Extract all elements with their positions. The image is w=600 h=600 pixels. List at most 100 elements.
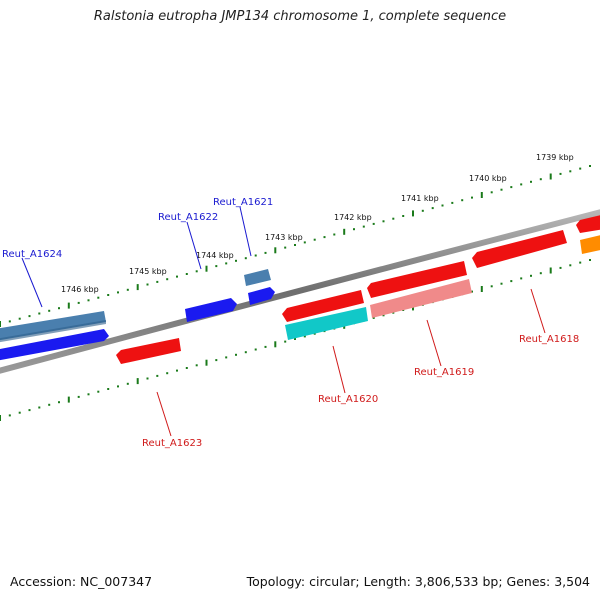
gene-reut-a1619[interactable] — [370, 279, 472, 318]
scale-major-tick — [67, 396, 70, 403]
scale-label: 1740 kbp — [469, 174, 507, 183]
scale-minor-tick — [244, 257, 247, 260]
scale-minor-tick — [451, 201, 454, 204]
scale-minor-tick — [569, 170, 572, 173]
leader-reut-a1623 — [156, 391, 172, 437]
scale-minor-tick — [176, 369, 178, 372]
scale-minor-tick — [195, 364, 198, 367]
scale-minor-tick — [579, 261, 582, 264]
scale-minor-tick — [58, 307, 60, 310]
leader-reut-a1618 — [530, 288, 546, 334]
gene-label-reut-a1621: Reut_A1621 — [213, 197, 273, 208]
scale-minor-tick — [58, 401, 60, 404]
scale-minor-tick — [294, 338, 296, 340]
scale-minor-tick — [392, 311, 395, 314]
feature-blue-long[interactable] — [0, 329, 109, 361]
scale-major-tick — [136, 284, 139, 291]
scale-minor-tick — [303, 241, 306, 244]
scale-label: 1742 kbp — [334, 213, 372, 222]
scale-minor-tick — [117, 385, 119, 388]
scale-minor-tick — [87, 393, 90, 396]
scale-minor-tick — [539, 272, 542, 275]
scale-minor-tick — [254, 348, 257, 351]
gene-reut-a1618[interactable] — [472, 230, 567, 268]
scale-minor-tick — [97, 390, 100, 393]
gene-reut-a1621[interactable] — [244, 269, 271, 286]
scale-minor-tick — [8, 320, 11, 323]
scale-minor-tick — [18, 411, 21, 414]
scale-major-tick — [480, 286, 483, 292]
gene-reut-a1620[interactable] — [285, 307, 368, 340]
scale-minor-tick — [77, 395, 80, 398]
scale-minor-tick — [441, 204, 444, 207]
scale-minor-tick — [38, 406, 41, 409]
scale-minor-tick — [107, 388, 110, 390]
scale-minor-tick — [215, 265, 218, 268]
scale-minor-tick — [235, 353, 237, 356]
scale-minor-tick — [579, 167, 582, 170]
scale-minor-tick — [235, 259, 237, 262]
scale-labels: 1739 kbp 1740 kbp 1741 kbp 1742 kbp 1743… — [61, 153, 574, 294]
scale-minor-tick — [589, 259, 591, 261]
scale-major-tick — [274, 341, 277, 348]
gene-reut-a1623[interactable] — [116, 338, 181, 364]
scale-minor-tick — [185, 273, 188, 275]
scale-major-tick — [0, 415, 1, 421]
gene-labels: Reut_A1624 Reut_A1622 Reut_A1621 Reut_A1… — [2, 197, 579, 449]
scale-minor-tick — [156, 374, 159, 377]
scale-minor-tick — [28, 315, 31, 318]
leader-lines — [21, 206, 546, 437]
scale-minor-tick — [146, 377, 149, 380]
scale-minor-tick — [264, 345, 267, 348]
scale-minor-tick — [500, 282, 503, 285]
scale-minor-tick — [48, 309, 51, 312]
scale-minor-tick — [431, 207, 434, 210]
scale-minor-tick — [471, 196, 473, 199]
scale-minor-tick — [530, 274, 532, 277]
leader-reut-a1619 — [426, 319, 442, 367]
scale-minor-tick — [8, 414, 11, 417]
scale-minor-tick — [362, 225, 365, 228]
scale-minor-tick — [323, 236, 326, 239]
scale-minor-tick — [490, 191, 493, 194]
feature-red-1[interactable] — [282, 290, 364, 322]
gene-label-reut-a1624: Reut_A1624 — [2, 249, 62, 260]
scale-major-tick — [205, 359, 208, 366]
scale-minor-tick — [471, 290, 473, 293]
feature-red-3[interactable] — [576, 214, 600, 233]
scale-label: 1744 kbp — [196, 251, 234, 260]
scale-minor-tick — [539, 178, 542, 181]
scale-minor-tick — [294, 244, 296, 246]
gene-reut-a1622[interactable] — [185, 298, 237, 322]
scale-minor-tick — [185, 367, 188, 369]
scale-minor-tick — [126, 288, 129, 291]
scale-minor-tick — [402, 215, 405, 217]
scale-major-tick — [205, 265, 208, 272]
scale-major-tick — [136, 378, 139, 385]
leader-reut-a1620 — [332, 345, 346, 394]
scale-minor-tick — [559, 172, 562, 175]
map-title: Ralstonia eutropha JMP134 chromosome 1, … — [93, 9, 507, 24]
scale-label: 1741 kbp — [401, 194, 439, 203]
scale-major-tick — [549, 173, 552, 180]
gene-label-reut-a1618: Reut_A1618 — [519, 334, 579, 345]
scale-minor-tick — [353, 228, 355, 231]
scale-minor-tick — [87, 299, 90, 302]
gene-reut-a1624[interactable] — [0, 311, 106, 341]
scale-minor-tick — [28, 409, 31, 412]
scale-minor-tick — [38, 312, 41, 315]
scale-minor-tick — [166, 372, 169, 375]
scale-major-tick — [343, 228, 346, 235]
scale-minor-tick — [156, 280, 159, 283]
scale-minor-tick — [372, 316, 375, 319]
scale-minor-tick — [510, 186, 513, 189]
scale-minor-tick — [421, 209, 424, 212]
feature-red-2[interactable] — [367, 261, 467, 298]
scale-major-tick — [274, 247, 277, 254]
scale-minor-tick — [77, 301, 80, 304]
feature-orange[interactable] — [580, 234, 600, 254]
scale-minor-tick — [333, 233, 336, 236]
gene-label-reut-a1620: Reut_A1620 — [318, 394, 378, 405]
feature-blue-small[interactable] — [248, 287, 275, 305]
